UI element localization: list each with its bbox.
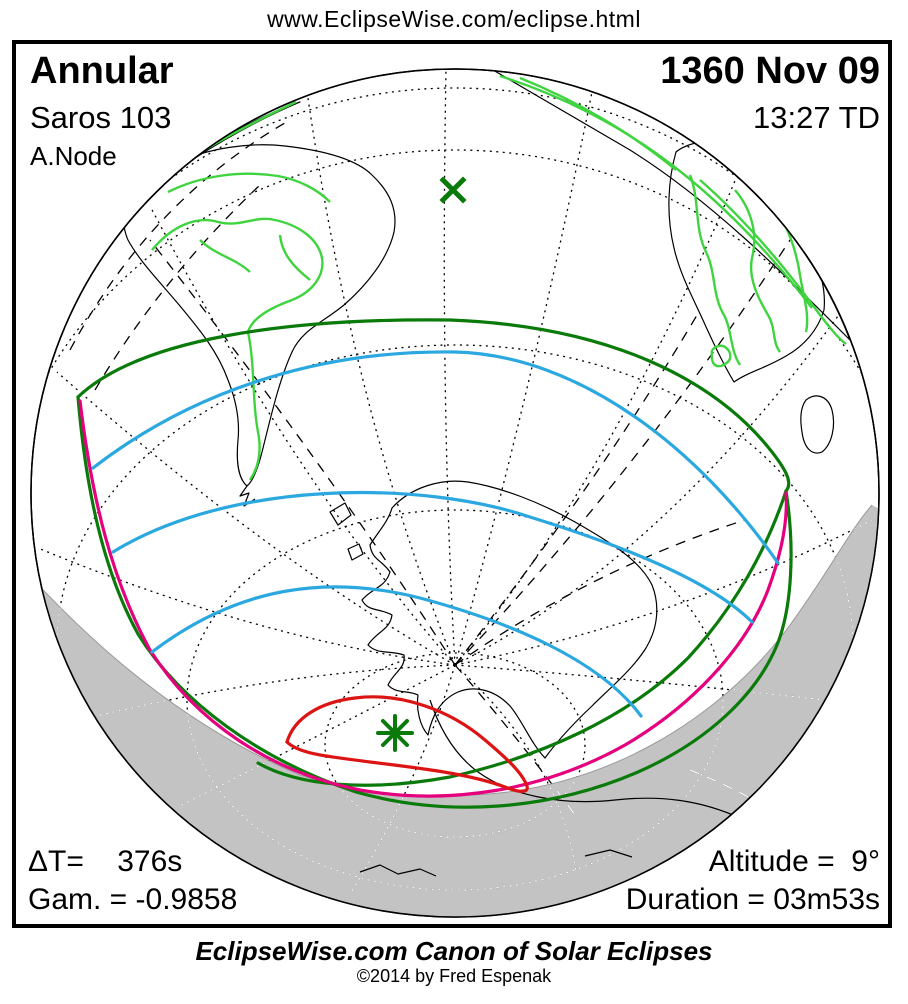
altitude-value: Altitude = 9° bbox=[708, 845, 880, 878]
url-header: www.EclipseWise.com/eclipse.html bbox=[267, 6, 641, 32]
eclipse-begins-curve-middle bbox=[111, 490, 754, 624]
x-marker-subsolar-point bbox=[439, 176, 467, 204]
star-marker-greatest-eclipse bbox=[376, 714, 414, 752]
max-eclipse-sunrise-sunset-curve bbox=[78, 399, 788, 798]
saros-label: Saros 103 bbox=[30, 100, 172, 135]
eclipse-time: 13:27 TD bbox=[753, 100, 880, 135]
map-frame-border bbox=[12, 40, 892, 928]
penumbral-limit-south bbox=[76, 395, 793, 809]
annular-path-outline bbox=[285, 695, 529, 793]
eclipse-begins-curve-lower bbox=[150, 585, 643, 718]
node-label: A.Node bbox=[30, 141, 117, 171]
duration-value: Duration = 03m53s bbox=[625, 883, 880, 916]
penumbral-limit-north bbox=[76, 318, 791, 493]
globe-rim bbox=[30, 68, 880, 918]
country-borders bbox=[151, 74, 847, 481]
copyright: ©2014 by Fred Espenak bbox=[356, 966, 552, 986]
eclipse-date: 1360 Nov 09 bbox=[660, 50, 880, 92]
gamma-value: Gam. = -0.9858 bbox=[28, 883, 238, 916]
eclipse-type-label: Annular bbox=[30, 50, 174, 92]
delta-t-value: ΔT= 376s bbox=[28, 845, 183, 878]
eclipse-begins-curve-upper bbox=[91, 350, 780, 565]
canon-title: EclipseWise.com Canon of Solar Eclipses bbox=[195, 936, 713, 966]
